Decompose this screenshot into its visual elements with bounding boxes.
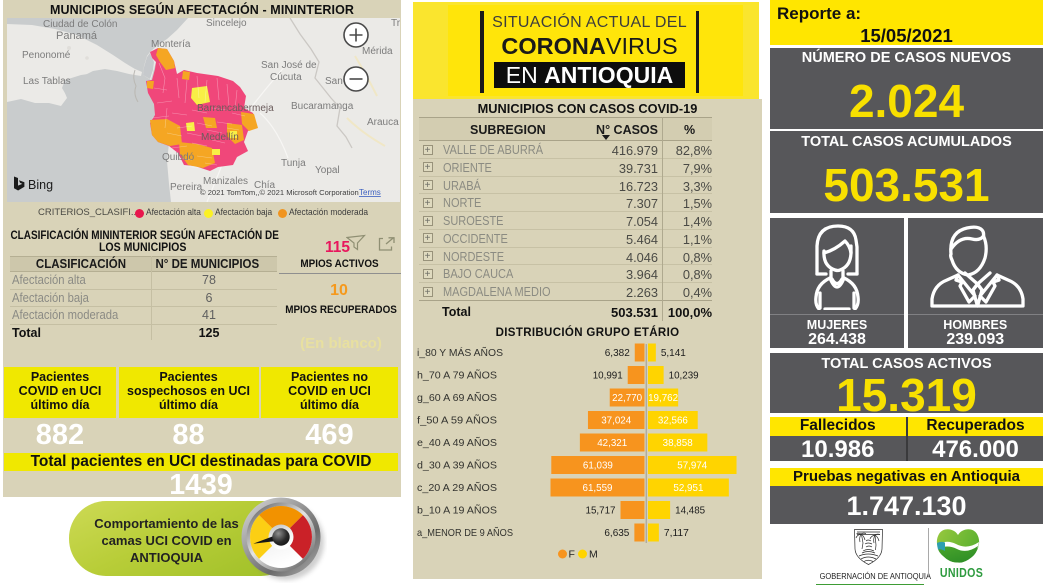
svg-text:14,485: 14,485 bbox=[675, 505, 705, 517]
svg-text:Mérida: Mérida bbox=[362, 46, 393, 57]
svg-text:61,559: 61,559 bbox=[583, 482, 613, 494]
svg-text:Penonomé: Penonomé bbox=[22, 50, 71, 61]
svg-text:61,039: 61,039 bbox=[583, 460, 613, 472]
svg-text:Bucaramanga: Bucaramanga bbox=[291, 101, 354, 112]
svg-text:Cúcuta: Cúcuta bbox=[270, 72, 302, 83]
svg-text:© 2021 TomTom,,© 2021 Microsof: © 2021 TomTom,,© 2021 Microsoft Corporat… bbox=[200, 188, 359, 197]
svg-text:Yopal: Yopal bbox=[315, 165, 340, 176]
svg-text:g_60 A 69 AÑOS: g_60 A 69 AÑOS bbox=[417, 391, 497, 404]
svg-text:F: F bbox=[569, 549, 575, 561]
svg-text:19,762: 19,762 bbox=[648, 392, 678, 404]
svg-text:32,566: 32,566 bbox=[658, 415, 688, 427]
svg-text:Terms: Terms bbox=[359, 188, 381, 197]
svg-text:San C: San C bbox=[325, 76, 353, 87]
svg-text:57,974: 57,974 bbox=[677, 460, 707, 472]
svg-text:5,141: 5,141 bbox=[661, 347, 686, 359]
svg-text:e_40 A 49 AÑOS: e_40 A 49 AÑOS bbox=[417, 436, 497, 449]
svg-text:San José de: San José de bbox=[261, 60, 317, 71]
svg-text:h_70 A 79 AÑOS: h_70 A 79 AÑOS bbox=[417, 369, 497, 382]
svg-text:Panamá: Panamá bbox=[56, 30, 98, 42]
svg-text:Barrancabermeja: Barrancabermeja bbox=[197, 103, 274, 114]
svg-text:a_MENOR DE 9 AÑOS: a_MENOR DE 9 AÑOS bbox=[417, 526, 513, 539]
svg-text:Tr: Tr bbox=[391, 18, 400, 29]
svg-text:d_30 A 39 AÑOS: d_30 A 39 AÑOS bbox=[417, 459, 497, 472]
svg-text:Montería: Montería bbox=[151, 39, 191, 50]
svg-text:Arauca: Arauca bbox=[367, 117, 399, 128]
svg-text:Manizales: Manizales bbox=[203, 176, 248, 187]
svg-text:M: M bbox=[589, 549, 598, 561]
svg-text:6,635: 6,635 bbox=[604, 527, 629, 539]
svg-text:37,024: 37,024 bbox=[601, 415, 631, 427]
svg-text:Quibdó: Quibdó bbox=[162, 152, 195, 163]
svg-text:Chía: Chía bbox=[254, 180, 276, 191]
svg-text:Bing: Bing bbox=[28, 178, 53, 192]
svg-text:Las Tablas: Las Tablas bbox=[23, 76, 71, 87]
svg-text:Ciudad de Colón: Ciudad de Colón bbox=[43, 19, 118, 30]
svg-text:42,321: 42,321 bbox=[597, 437, 627, 449]
svg-text:Sincelejo: Sincelejo bbox=[206, 18, 247, 29]
svg-text:7,117: 7,117 bbox=[664, 527, 689, 539]
svg-text:c_20 A 29 AÑOS: c_20 A 29 AÑOS bbox=[417, 481, 497, 494]
svg-text:38,858: 38,858 bbox=[663, 437, 693, 449]
svg-text:Tunja: Tunja bbox=[281, 158, 306, 169]
svg-text:52,951: 52,951 bbox=[673, 482, 703, 494]
svg-text:Pereira: Pereira bbox=[170, 182, 203, 193]
svg-text:6,382: 6,382 bbox=[605, 347, 630, 359]
svg-text:Medellín: Medellín bbox=[201, 132, 239, 143]
svg-text:10,991: 10,991 bbox=[593, 370, 623, 382]
svg-text:22,770: 22,770 bbox=[612, 392, 642, 404]
svg-text:10,239: 10,239 bbox=[669, 370, 699, 382]
svg-text:15,717: 15,717 bbox=[586, 505, 616, 517]
svg-text:f_50 A 59 AÑOS: f_50 A 59 AÑOS bbox=[417, 414, 497, 427]
svg-text:b_10 A 19 AÑOS: b_10 A 19 AÑOS bbox=[417, 504, 497, 517]
svg-text:i_80 Y MÁS AÑOS: i_80 Y MÁS AÑOS bbox=[417, 346, 503, 359]
